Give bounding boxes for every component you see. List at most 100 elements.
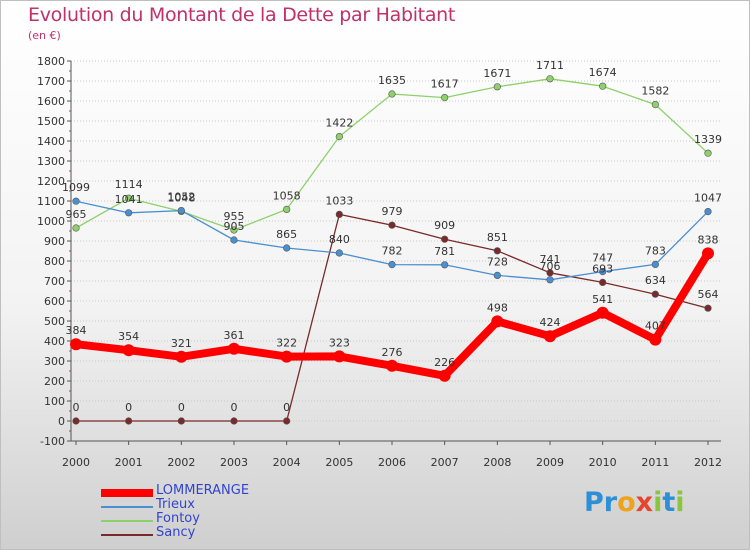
data-point (177, 207, 185, 215)
x-tick-label: 2010 (589, 456, 617, 469)
data-point (546, 276, 554, 284)
data-point (388, 221, 396, 229)
y-tick-label: 600 (44, 295, 65, 308)
data-label: 1048 (167, 191, 195, 204)
brand-part: o (617, 487, 636, 518)
x-tick-label: 2004 (273, 456, 301, 469)
legend-label: LOMMERANGE (156, 483, 250, 498)
brand-part: Pr (584, 487, 618, 518)
data-label: 979 (382, 205, 403, 218)
y-tick-label: 800 (44, 255, 65, 268)
y-tick-label: 1500 (37, 115, 65, 128)
legend-label: Sancy (156, 525, 196, 540)
data-label: 1671 (483, 67, 511, 80)
data-point (283, 417, 291, 425)
y-tick-label: -100 (40, 435, 65, 448)
data-label: 321 (171, 337, 192, 350)
x-tick-label: 2006 (378, 456, 406, 469)
data-point (544, 330, 556, 343)
brand-logo: Proxiti (584, 487, 685, 518)
data-label: 865 (276, 228, 297, 241)
data-label: 1114 (115, 178, 143, 191)
data-label: 706 (540, 260, 561, 273)
y-tick-label: 500 (44, 315, 65, 328)
data-label: 361 (224, 329, 245, 342)
data-point (388, 261, 396, 269)
data-label: 384 (66, 324, 87, 337)
data-point (177, 417, 185, 425)
y-tick-label: 1600 (37, 95, 65, 108)
x-tick-label: 2007 (431, 456, 459, 469)
y-tick-label: 300 (44, 355, 65, 368)
x-tick-label: 2012 (694, 456, 722, 469)
data-point (72, 224, 80, 232)
data-point (649, 333, 662, 346)
data-label: 909 (434, 219, 455, 232)
data-point (651, 260, 659, 269)
data-label: 1635 (378, 74, 406, 87)
data-label: 741 (540, 253, 561, 266)
data-point (599, 278, 607, 287)
brand-part: i (675, 487, 685, 518)
chart-title: Evolution du Montant de la Dette par Hab… (28, 4, 456, 26)
data-point (125, 209, 133, 217)
data-point (175, 350, 188, 363)
y-tick-label: 1700 (37, 75, 65, 88)
data-point (335, 210, 343, 218)
y-tick-label: 400 (44, 335, 65, 348)
data-label: 747 (592, 252, 613, 265)
data-point (230, 236, 238, 244)
data-point (386, 359, 398, 372)
y-tick-label: 1000 (37, 215, 65, 228)
brand-part: t (662, 487, 676, 518)
data-label: 1422 (325, 117, 353, 130)
data-label: 728 (487, 255, 508, 268)
x-tick-label: 2001 (115, 456, 143, 469)
data-point (702, 247, 714, 260)
data-label: 634 (645, 274, 666, 287)
data-label: 1674 (589, 66, 617, 79)
data-point (228, 342, 240, 355)
data-label: 424 (540, 316, 561, 329)
data-label: 840 (329, 233, 350, 246)
y-tick-label: 1300 (37, 155, 65, 168)
data-point (599, 82, 607, 90)
data-label: 1099 (62, 181, 90, 194)
data-point (72, 197, 80, 205)
x-tick-label: 2011 (641, 456, 669, 469)
data-point (441, 261, 449, 269)
data-label: 354 (118, 330, 139, 343)
x-tick-label: 2008 (483, 456, 511, 469)
data-label: 226 (434, 356, 455, 369)
data-point (491, 315, 504, 328)
data-label: 1711 (536, 59, 564, 72)
data-point (493, 83, 501, 91)
legend-label: Fontoy (156, 511, 200, 526)
x-tick-label: 2005 (325, 456, 353, 469)
data-label: 783 (645, 244, 666, 257)
data-point (704, 208, 712, 216)
data-point (125, 194, 133, 202)
x-tick-label: 2000 (62, 456, 90, 469)
data-point (493, 271, 501, 280)
data-point (72, 417, 80, 425)
data-point (441, 93, 449, 102)
data-point (333, 350, 346, 363)
data-label: 838 (698, 233, 719, 246)
y-tick-label: 1800 (37, 55, 65, 68)
data-label: 0 (178, 401, 185, 414)
data-point (441, 235, 449, 243)
data-label: 955 (224, 210, 245, 223)
data-label: 1617 (431, 78, 459, 91)
legend-swatch (101, 520, 153, 522)
data-label: 498 (487, 301, 508, 314)
data-point (438, 369, 451, 382)
data-label: 851 (487, 231, 508, 244)
x-tick-label: 2003 (220, 456, 248, 469)
data-point (335, 133, 343, 141)
data-label: 1033 (325, 194, 353, 207)
data-point (283, 205, 291, 213)
x-tick-label: 2002 (167, 456, 195, 469)
data-label: 322 (276, 337, 297, 350)
